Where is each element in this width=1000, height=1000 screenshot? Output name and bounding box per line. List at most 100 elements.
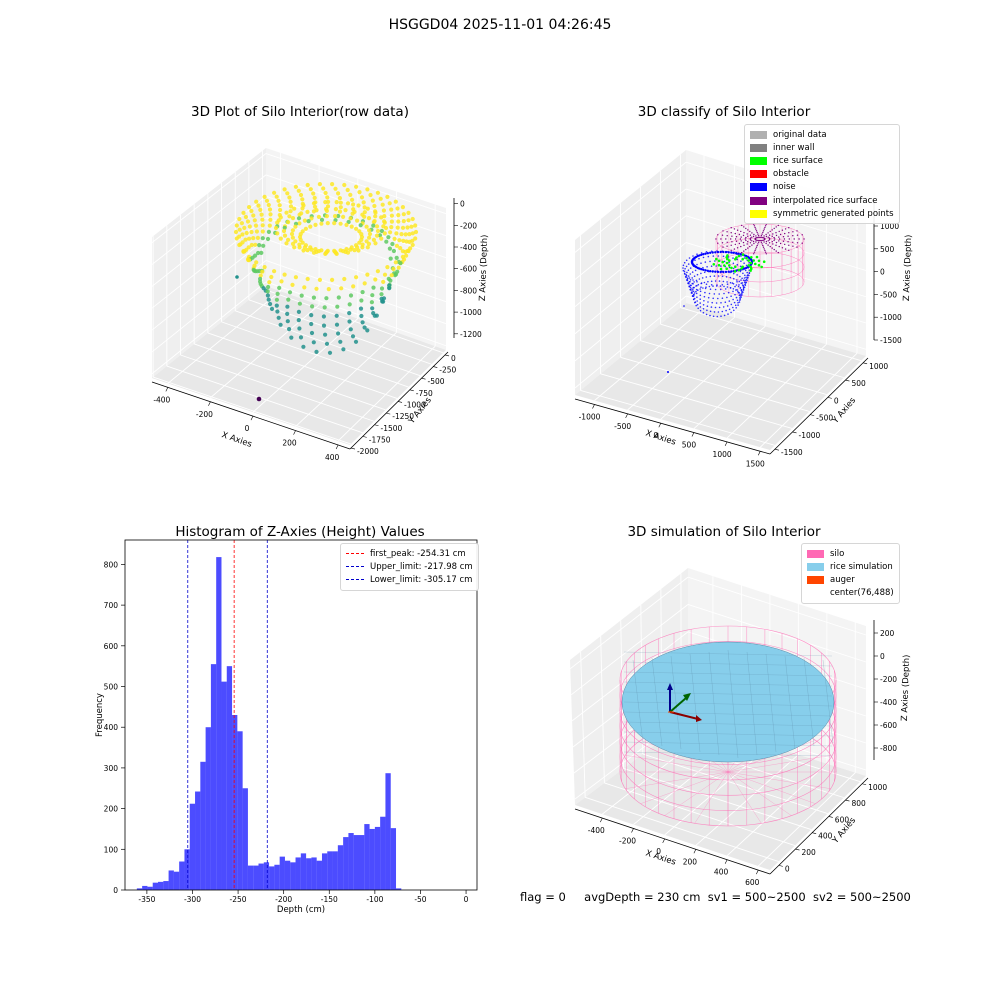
data-point <box>251 236 256 241</box>
legend-entry: Lower_limit: -305.17 cm <box>346 573 473 586</box>
noise-point <box>688 285 691 288</box>
data-point <box>359 195 365 200</box>
interpolated-point <box>762 246 765 248</box>
noise-point <box>725 309 727 312</box>
noise-point <box>711 270 714 273</box>
noise-point <box>737 290 739 293</box>
noise-point <box>693 298 695 301</box>
histogram-bar <box>152 882 159 890</box>
rice-mesh <box>623 651 833 657</box>
noise-outlier <box>683 305 685 307</box>
noise-point <box>741 284 744 286</box>
grid-line <box>574 215 687 307</box>
histogram-bar <box>300 853 307 890</box>
grid-line <box>726 344 827 439</box>
x-tick-label: 0 <box>653 431 658 440</box>
interpolated-point <box>762 231 764 234</box>
avg-depth-text: avgDepth = 230 cm <box>584 890 701 904</box>
rice-mesh <box>623 691 833 697</box>
data-point <box>345 187 350 193</box>
y-tick <box>350 447 356 450</box>
data-point <box>279 279 284 284</box>
data-point <box>266 229 271 234</box>
interpolated-point <box>756 237 758 239</box>
data-point <box>311 250 317 255</box>
interpolated-point <box>764 251 767 253</box>
noise-point <box>713 293 716 295</box>
z-tick-label: 200 <box>880 629 895 638</box>
noise-point <box>683 270 686 273</box>
noise-point <box>688 277 691 279</box>
noise-point <box>737 252 740 255</box>
rice-mesh <box>746 651 758 756</box>
histogram-bar <box>390 828 397 890</box>
data-point <box>305 248 310 253</box>
noise-point <box>703 300 705 302</box>
noise-point <box>728 266 731 269</box>
data-point <box>336 213 341 219</box>
classify-plot-title: 3D classify of Silo Interior <box>637 104 811 120</box>
data-point <box>272 269 277 274</box>
rice-surface-point <box>717 259 721 263</box>
noise-point <box>697 307 699 310</box>
data-point <box>324 341 330 346</box>
data-point <box>266 297 271 302</box>
interpolated-point <box>722 230 724 232</box>
interpolated-point <box>764 237 766 240</box>
noise-point <box>738 284 740 286</box>
legend-swatch <box>750 196 767 205</box>
interpolated-point <box>753 233 755 236</box>
data-point <box>348 327 353 332</box>
interpolated-point <box>767 232 769 234</box>
rice-surface-point <box>712 263 716 266</box>
noise-point <box>732 283 735 285</box>
data-point <box>413 223 418 228</box>
interpolated-point <box>755 248 757 250</box>
data-point <box>247 236 252 241</box>
histogram-bar <box>189 803 196 890</box>
data-point <box>370 306 375 311</box>
interpolated-point <box>757 243 759 245</box>
data-point <box>309 216 314 221</box>
x-tick <box>208 401 211 406</box>
noise-point <box>699 288 701 290</box>
noise-point <box>685 259 688 262</box>
interpolated-point <box>764 249 766 252</box>
noise-point <box>736 289 738 291</box>
interpolated-point <box>751 236 753 238</box>
data-point <box>365 187 370 192</box>
data-point <box>267 280 272 285</box>
data-point <box>355 218 360 223</box>
noise-point <box>686 271 688 274</box>
noise-point <box>745 264 748 267</box>
z-tick-label: -200 <box>460 221 477 230</box>
silo-floor-wire <box>727 755 831 773</box>
data-point <box>337 209 343 214</box>
data-point <box>254 229 259 234</box>
data-point <box>311 295 316 300</box>
noise-point <box>702 287 704 289</box>
x-tick <box>756 869 759 875</box>
noise-point <box>732 306 734 309</box>
rice-mesh <box>623 661 833 667</box>
y-tick <box>862 783 867 786</box>
data-point <box>365 328 370 333</box>
interpolated-point <box>773 239 775 242</box>
data-point <box>311 340 316 345</box>
y-tick <box>374 424 379 427</box>
legend-line <box>346 566 364 568</box>
data-point <box>301 344 306 349</box>
noise-point <box>744 283 746 286</box>
noise-point <box>740 282 743 285</box>
x-tick <box>662 838 665 844</box>
data-point <box>296 318 301 323</box>
interpolated-point <box>730 249 732 251</box>
noise-point <box>726 283 729 286</box>
interpolated-point <box>792 241 794 243</box>
z-tick-label: -200 <box>880 675 897 684</box>
histogram-bar <box>364 824 370 890</box>
legend-swatch <box>807 562 824 571</box>
interpolated-point <box>755 235 757 237</box>
interpolated-point <box>769 230 771 233</box>
rice-mesh <box>623 711 833 717</box>
